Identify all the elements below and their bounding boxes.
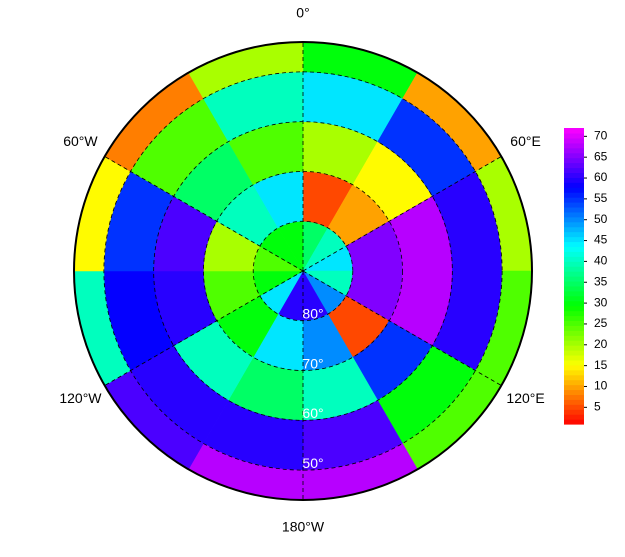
latitude-label: 50° <box>302 455 323 471</box>
colorbar-tick-label: 15 <box>594 358 608 372</box>
colorbar-swatch <box>564 137 584 144</box>
colorbar-tick-label: 5 <box>594 399 601 413</box>
colorbar-swatch <box>564 389 584 395</box>
colorbar-swatch <box>564 310 584 317</box>
colorbar-swatch <box>564 354 584 361</box>
colorbar-swatch <box>564 414 584 420</box>
colorbar-swatch <box>564 246 584 252</box>
longitude-label: 60°E <box>510 133 541 149</box>
meridian-line <box>302 270 502 386</box>
colorbar-swatch <box>564 419 584 425</box>
colorbar-swatch <box>564 266 584 272</box>
meridian-line <box>104 270 304 386</box>
colorbar-swatch <box>564 369 584 376</box>
colorbar-swatch <box>564 394 584 400</box>
colorbar-swatch <box>564 399 584 405</box>
colorbar-swatch <box>564 147 584 154</box>
longitude-label: 60°W <box>63 133 98 149</box>
colorbar-swatch <box>564 290 584 297</box>
colorbar-swatch <box>564 261 584 267</box>
longitude-label: 120°E <box>506 390 544 406</box>
colorbar-swatch <box>564 177 584 183</box>
colorbar-swatch <box>564 320 584 326</box>
colorbar-swatch <box>564 167 584 173</box>
colorbar-tick-label: 70 <box>594 129 608 143</box>
colorbar-tick-label: 35 <box>594 274 608 288</box>
colorbar-swatch <box>564 359 584 366</box>
map-border <box>73 41 533 501</box>
colorbar-swatch <box>564 157 584 164</box>
colorbar-tick-label: 45 <box>594 233 608 247</box>
meridian-line <box>302 156 502 272</box>
colorbar-tick-label: 60 <box>594 170 608 184</box>
colorbar-swatch <box>564 172 584 178</box>
colorbar-swatch <box>564 335 584 341</box>
colorbar-swatch <box>564 226 584 233</box>
colorbar-tick-label: 40 <box>594 254 608 268</box>
colorbar-swatch <box>564 379 584 386</box>
longitude-label: 0° <box>296 5 309 21</box>
colorbar-swatch <box>564 256 584 262</box>
colorbar-tick-label: 65 <box>594 149 608 163</box>
colorbar-swatch <box>564 197 584 203</box>
colorbar-swatch <box>564 364 584 371</box>
colorbar-swatch <box>564 251 584 257</box>
colorbar-swatch <box>564 241 584 247</box>
colorbar-swatch <box>564 374 584 381</box>
colorbar-swatch <box>564 315 584 321</box>
colorbar-swatch <box>564 216 584 223</box>
colorbar-swatch <box>564 271 584 277</box>
colorbar-tick-label: 25 <box>594 316 608 330</box>
colorbar-swatch <box>564 300 584 307</box>
colorbar-swatch <box>564 409 584 415</box>
colorbar-swatch <box>564 152 584 159</box>
longitude-label: 120°W <box>59 390 102 406</box>
colorbar-swatch <box>564 285 584 292</box>
latitude-label: 80° <box>302 305 323 321</box>
colorbar-swatch <box>564 192 584 198</box>
colorbar-swatch <box>564 325 584 331</box>
colorbar-swatch <box>564 142 584 149</box>
colorbar-swatch <box>564 404 584 410</box>
colorbar-swatch <box>564 182 584 188</box>
colorbar-swatch <box>564 295 584 302</box>
colorbar-swatch <box>564 305 584 312</box>
colorbar-swatch <box>564 206 584 213</box>
colorbar-swatch <box>564 162 584 169</box>
meridian-line <box>104 156 304 272</box>
colorbar-swatch <box>564 211 584 218</box>
colorbar-tick-label: 30 <box>594 295 608 309</box>
colorbar-swatch <box>564 280 584 287</box>
colorbar-tick-label: 50 <box>594 212 608 226</box>
latitude-label: 70° <box>302 355 323 371</box>
colorbar-swatch <box>564 236 584 243</box>
colorbar-swatch <box>564 128 584 134</box>
colorbar-swatch <box>564 187 584 193</box>
colorbar-swatch <box>564 202 584 208</box>
latitude-label: 60° <box>302 405 323 421</box>
colorbar-swatch <box>564 330 584 336</box>
colorbar-swatch <box>564 132 584 139</box>
colorbar-swatch <box>564 340 584 346</box>
colorbar-swatch <box>564 350 584 356</box>
colorbar-tick-label: 55 <box>594 191 608 205</box>
colorbar-tick-label: 20 <box>594 337 608 351</box>
longitude-label: 180°W <box>282 519 325 535</box>
colorbar-swatch <box>564 384 584 391</box>
colorbar-swatch <box>564 276 584 282</box>
colorbar-tick-label: 10 <box>594 379 608 393</box>
colorbar-swatch <box>564 345 584 351</box>
colorbar-swatch <box>564 231 584 238</box>
colorbar-swatch <box>564 221 584 228</box>
